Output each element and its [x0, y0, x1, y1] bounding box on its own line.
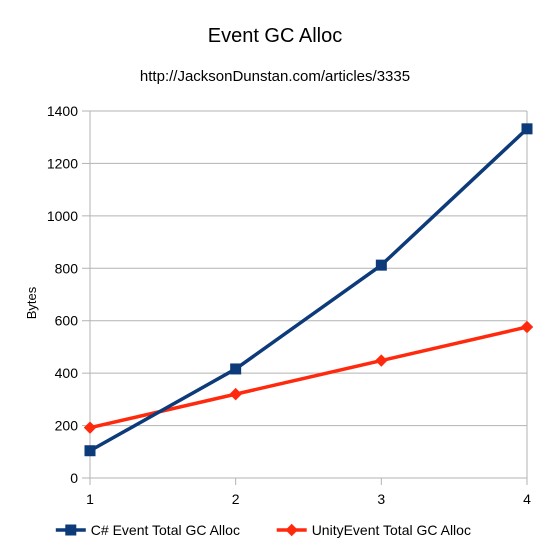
x-tick-label: 1	[86, 491, 94, 507]
series-group	[83, 123, 534, 457]
legend-entry-2: UnityEvent Total GC Alloc	[276, 522, 471, 538]
legend: C# Event Total GC Alloc UnityEvent Total …	[55, 522, 471, 538]
data-point	[229, 387, 242, 401]
axes	[82, 110, 528, 485]
data-point	[375, 354, 388, 367]
legend-swatch-marker	[285, 523, 298, 537]
data-point	[521, 123, 533, 135]
chart-subtitle: http://JacksonDunstan.com/articles/3335	[140, 68, 410, 85]
y-tick-label: 200	[55, 418, 79, 434]
grid	[90, 110, 527, 427]
legend-entry-1: C# Event Total GC Alloc	[55, 522, 240, 538]
legend-label: UnityEvent Total GC Alloc	[312, 522, 471, 538]
x-tick-label: 3	[377, 491, 385, 507]
series-1	[84, 123, 533, 457]
y-tick-label: 1000	[47, 208, 78, 224]
y-tick-label: 1200	[47, 155, 78, 171]
data-point	[230, 363, 242, 375]
x-tick-label: 4	[523, 491, 531, 507]
y-tick-label: 0	[70, 470, 78, 486]
legend-label: C# Event Total GC Alloc	[91, 522, 240, 538]
x-tick-label: 2	[232, 491, 240, 507]
data-point	[83, 421, 97, 434]
chart-title: Event GC Alloc	[208, 25, 343, 47]
data-point	[84, 445, 96, 457]
y-tick-label: 400	[55, 365, 79, 381]
y-tick-label: 800	[55, 260, 79, 276]
series-line	[89, 127, 529, 453]
y-tick-label: 1400	[47, 103, 78, 119]
data-point	[520, 320, 534, 334]
y-tick-label: 600	[55, 313, 79, 329]
tick-labels: 0 200 400 600 800 1000 1200 1400 1 2 3 4	[47, 103, 531, 507]
y-axis-label: Bytes	[24, 286, 39, 319]
legend-swatch-marker	[65, 524, 77, 536]
data-point	[375, 259, 387, 271]
